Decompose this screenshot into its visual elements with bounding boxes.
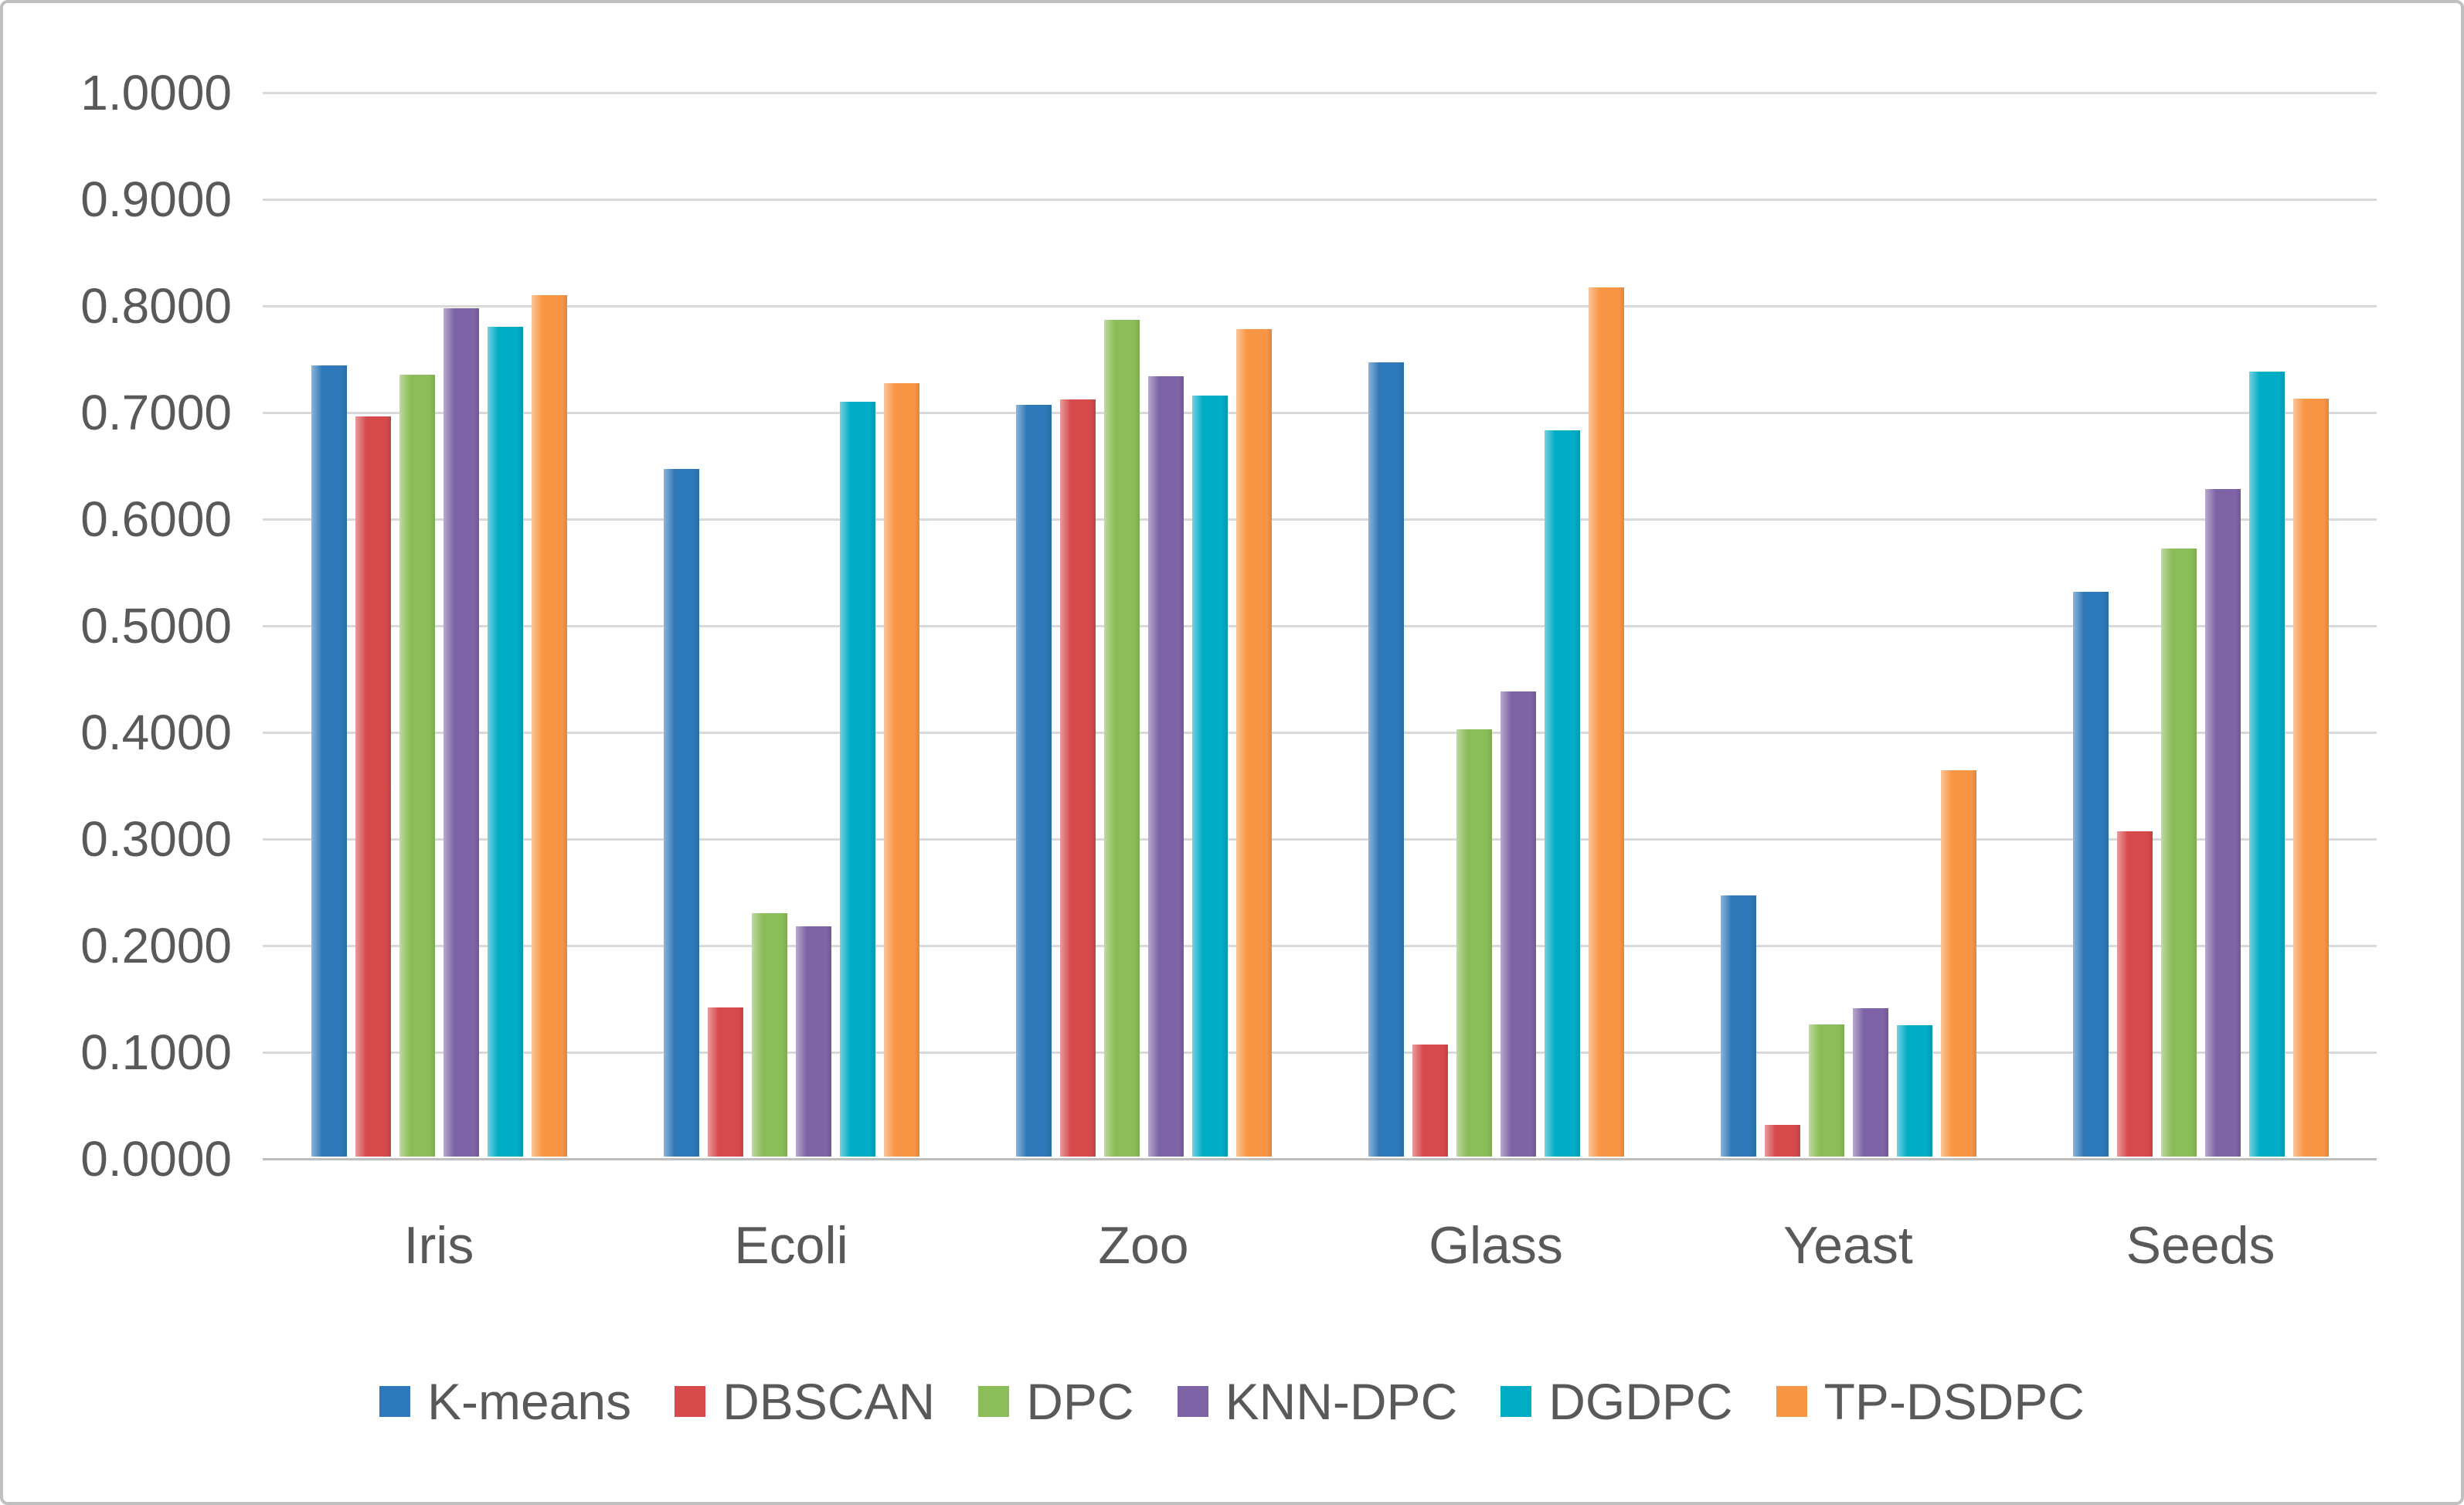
gridline [263, 304, 2377, 307]
y-axis-tick-label: 0.3000 [80, 811, 232, 867]
bar-knn-dpc-zoo [1147, 376, 1184, 1157]
bar-dpc-iris [399, 375, 435, 1157]
bar-tp-dsdpc-yeast [1940, 770, 1976, 1157]
legend-swatch-dbscan [675, 1386, 706, 1417]
y-axis-tick-label: 0.1000 [80, 1024, 232, 1080]
bar-k-means-seeds [2072, 592, 2109, 1157]
bar-k-means-iris [311, 365, 347, 1157]
legend-swatch-knn-dpc [1177, 1386, 1208, 1417]
plot-area [263, 91, 2377, 1160]
legend-label: TP-DSDPC [1823, 1373, 2085, 1430]
x-axis-category-label: Seeds [2126, 1216, 2275, 1275]
legend-label: DGDPC [1548, 1373, 1733, 1430]
bar-tp-dsdpc-seeds [2292, 399, 2329, 1157]
gridline [263, 837, 2377, 841]
bar-dgdpc-glass [1544, 430, 1580, 1157]
gridline [263, 198, 2377, 201]
bar-dbscan-seeds [2116, 831, 2153, 1157]
bar-k-means-yeast [1720, 895, 1756, 1157]
bar-dgdpc-yeast [1896, 1025, 1932, 1157]
x-axis-category-label: Zoo [1098, 1216, 1189, 1275]
bar-tp-dsdpc-glass [1588, 287, 1624, 1157]
gridline [263, 411, 2377, 414]
y-axis-tick-label: 0.7000 [80, 385, 232, 440]
bar-tp-dsdpc-zoo [1235, 329, 1272, 1157]
bar-dpc-zoo [1103, 320, 1140, 1157]
bar-knn-dpc-seeds [2204, 489, 2241, 1157]
bar-tp-dsdpc-ecoli [883, 383, 919, 1157]
legend-item-k-means: K-means [379, 1372, 631, 1431]
bar-k-means-ecoli [663, 469, 699, 1157]
y-axis-tick-label: 0.8000 [80, 278, 232, 334]
legend-item-dgdpc: DGDPC [1500, 1372, 1733, 1431]
bar-dbscan-glass [1412, 1045, 1448, 1157]
y-axis-tick-label: 0.6000 [80, 491, 232, 547]
x-axis-category-label: Iris [403, 1216, 474, 1275]
legend-label: KNN-DPC [1225, 1373, 1458, 1430]
bar-dgdpc-seeds [2248, 372, 2285, 1157]
gridline [263, 731, 2377, 734]
bar-dgdpc-ecoli [839, 402, 875, 1157]
legend-item-dbscan: DBSCAN [675, 1372, 935, 1431]
gridline [263, 91, 2377, 94]
x-axis-category-label: Yeast [1783, 1216, 1913, 1275]
bar-dpc-yeast [1808, 1024, 1844, 1157]
bar-knn-dpc-glass [1500, 691, 1536, 1157]
gridline [263, 624, 2377, 627]
bar-tp-dsdpc-iris [531, 295, 567, 1157]
legend-label: DPC [1026, 1373, 1134, 1430]
x-axis-category-label: Ecoli [734, 1216, 848, 1275]
bar-dbscan-iris [355, 416, 391, 1157]
x-axis-category-label: Glass [1429, 1216, 1563, 1275]
bar-knn-dpc-ecoli [795, 926, 831, 1157]
legend-item-dpc: DPC [978, 1372, 1134, 1431]
legend-swatch-k-means [379, 1386, 411, 1417]
y-axis-tick-label: 0.5000 [80, 598, 232, 654]
y-axis-tick-label: 0.4000 [80, 705, 232, 760]
bar-dgdpc-iris [487, 327, 523, 1157]
gridline [263, 944, 2377, 947]
legend: K-means DBSCAN DPC KNN-DPC DGDPC TP-DSDPC [3, 1372, 2461, 1431]
y-axis-tick-label: 0.9000 [80, 172, 232, 227]
bar-knn-dpc-yeast [1852, 1008, 1888, 1157]
bar-dbscan-ecoli [707, 1007, 743, 1157]
bar-dpc-seeds [2160, 549, 2197, 1157]
x-axis-line [263, 1157, 2377, 1160]
bar-dgdpc-zoo [1191, 396, 1228, 1157]
legend-item-knn-dpc: KNN-DPC [1177, 1372, 1458, 1431]
legend-item-tp-dsdpc: TP-DSDPC [1776, 1372, 2085, 1431]
legend-label: K-means [427, 1373, 632, 1430]
bar-k-means-glass [1368, 362, 1404, 1157]
gridline [263, 518, 2377, 521]
bar-dpc-ecoli [751, 913, 787, 1157]
bar-k-means-zoo [1015, 405, 1052, 1157]
y-axis-tick-label: 0.2000 [80, 918, 232, 973]
bar-dbscan-yeast [1764, 1125, 1800, 1157]
legend-label: DBSCAN [722, 1373, 936, 1430]
gridline [263, 1051, 2377, 1054]
y-axis-tick-label: 1.0000 [80, 65, 232, 121]
bar-dbscan-zoo [1059, 399, 1096, 1157]
legend-swatch-tp-dsdpc [1776, 1386, 1807, 1417]
y-axis-tick-label: 0.0000 [80, 1131, 232, 1187]
legend-swatch-dgdpc [1500, 1386, 1532, 1417]
bar-knn-dpc-iris [443, 308, 479, 1157]
bar-dpc-glass [1456, 729, 1492, 1157]
legend-swatch-dpc [978, 1386, 1010, 1417]
